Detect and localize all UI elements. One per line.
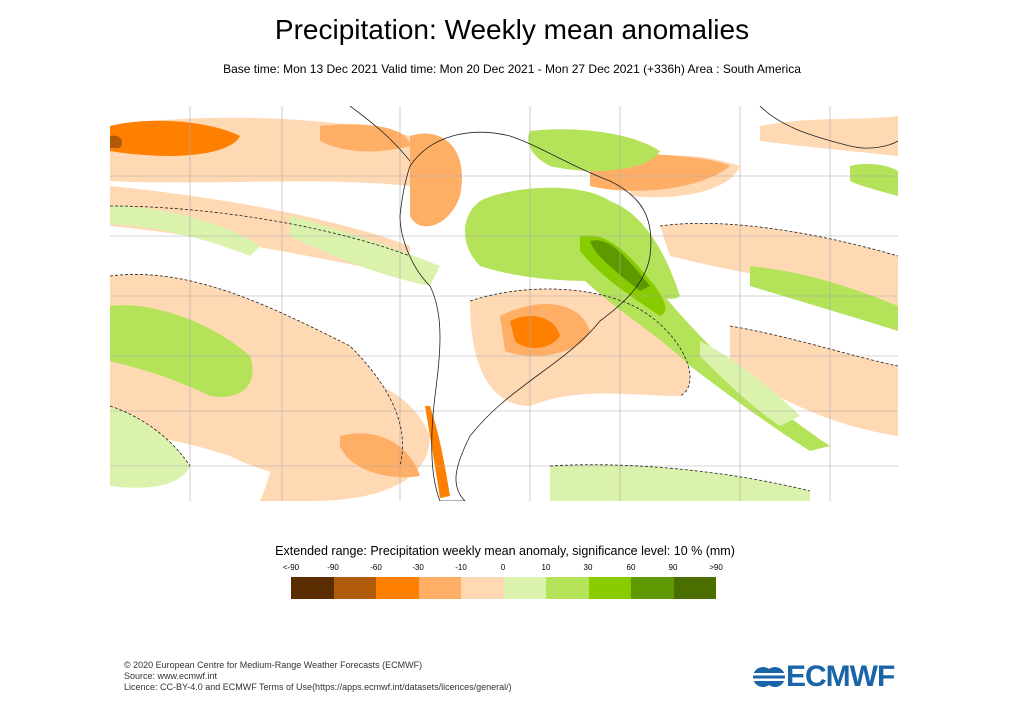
subtitle: Base time: Mon 13 Dec 2021 Valid time: M… [223, 62, 801, 76]
anomaly-shading [110, 116, 898, 501]
legend-swatch-6 [546, 577, 589, 599]
legend-label: -60 [370, 563, 382, 572]
legend-swatch-7 [588, 577, 631, 599]
legend-swatch-2 [376, 577, 419, 599]
legend-swatch-0 [291, 577, 334, 599]
legend-color-bar [291, 577, 716, 599]
footer: © 2020 European Centre for Medium-Range … [124, 660, 512, 693]
legend-label: 30 [583, 563, 593, 572]
africa-coastline [759, 106, 898, 149]
legend-label: -10 [455, 563, 467, 572]
copyright-text: © 2020 European Centre for Medium-Range … [124, 660, 423, 670]
central-america-coastline [349, 106, 411, 162]
ecmwf-logo-icon [752, 667, 786, 687]
legend-swatch-9 [673, 577, 716, 599]
legend-swatch-8 [631, 577, 674, 599]
graticule [110, 106, 898, 501]
legend-label: <-90 [282, 563, 300, 572]
legend-label: -30 [412, 563, 424, 572]
ecmwf-logo: ECMWF [752, 660, 895, 694]
precipitation-anomaly-map [110, 106, 898, 501]
legend-title: Extended range: Precipitation weekly mea… [275, 544, 735, 558]
legend-swatch-3 [418, 577, 461, 599]
page-title: Precipitation: Weekly mean anomalies [274, 14, 750, 45]
legend-label: >90 [709, 563, 723, 572]
legend-label: 60 [626, 563, 636, 572]
legend-swatch-5 [503, 577, 546, 599]
source-text: Source: www.ecmwf.int [124, 671, 218, 681]
legend-swatch-4 [461, 577, 504, 599]
legend-label: 90 [668, 563, 678, 572]
legend-label: 0 [500, 563, 506, 572]
legend-label: -90 [327, 563, 339, 572]
ecmwf-logo-text: ECMWF [786, 660, 895, 693]
south-america-coastline [399, 131, 652, 501]
legend-label: 10 [541, 563, 551, 572]
licence-text: Licence: CC-BY-4.0 and ECMWF Terms of Us… [124, 682, 512, 692]
legend-swatch-1 [333, 577, 376, 599]
significance-contours [110, 205, 898, 492]
legend-labels: <-90 -90 -60 -30 -10 0 10 30 60 90 >90 [280, 563, 728, 575]
